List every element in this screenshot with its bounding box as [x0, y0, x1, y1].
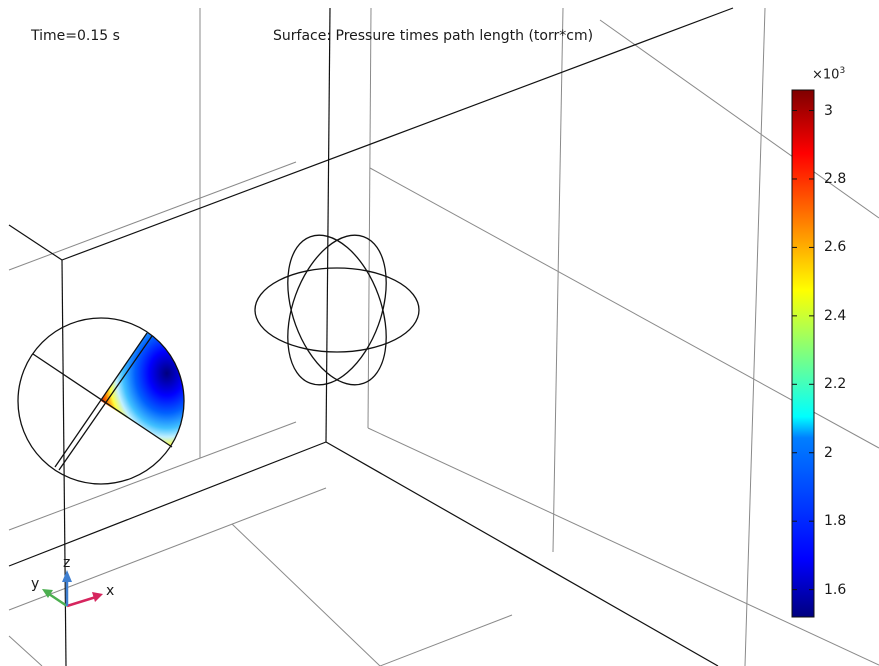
- sphere-wireframe: [254, 234, 420, 386]
- z-axis-label: z: [63, 555, 70, 571]
- colorbar-tick-label: 1.6: [824, 581, 847, 598]
- axis-triad: x y z: [31, 555, 114, 608]
- y-axis-arrow: [48, 592, 68, 608]
- colorbar-tick-label: 2.6: [824, 239, 847, 256]
- cross-section-surface: [17, 317, 185, 485]
- x-axis-label: x: [106, 583, 114, 599]
- plot-title: Surface: Pressure times path length (tor…: [273, 28, 594, 44]
- colorbar-tick-label: 2: [824, 444, 833, 461]
- colorbar-multiplier: ×103: [812, 66, 846, 83]
- y-axis-label: y: [31, 576, 39, 592]
- colorbar-tick-label: 1.8: [824, 513, 847, 530]
- colorbar-tick-label: 2.2: [824, 376, 847, 393]
- x-axis-arrow: [66, 595, 97, 608]
- colorbar-tick-label: 2.4: [824, 307, 847, 324]
- colorbar-tick-label: 2.8: [824, 170, 847, 187]
- domain-box-edges: [8, 7, 734, 666]
- grid-lines: [8, 7, 879, 666]
- time-label: Time=0.15 s: [31, 28, 120, 44]
- colorbar-tick-marks: [792, 110, 814, 591]
- colorbar: [791, 89, 815, 618]
- colorbar-tick-label: 3: [824, 102, 833, 119]
